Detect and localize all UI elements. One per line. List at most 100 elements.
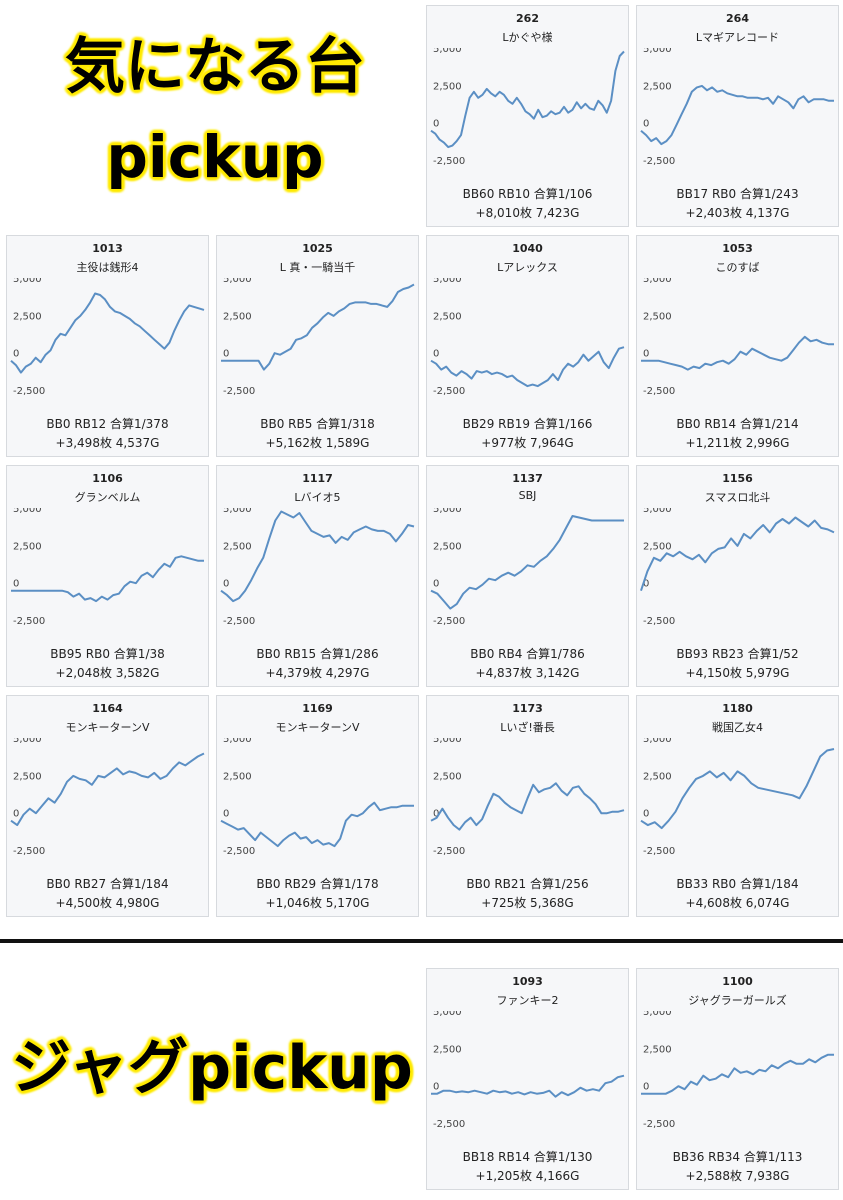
y-tick-label: 2,500: [223, 311, 252, 322]
line-chart: 5,000 2,500 0 -2,500: [640, 508, 835, 627]
y-tick-label: -2,500: [433, 616, 465, 627]
y-tick-label: 2,500: [433, 771, 462, 782]
y-tick-label: 0: [643, 349, 649, 360]
chart-card: 1180 戦国乙女4 5,000 2,500 0 -2,500 BB33 RB0 合算1/1…: [636, 695, 839, 917]
series-line: [640, 84, 834, 146]
y-tick-label: 0: [223, 349, 229, 360]
y-tick-label: -2,500: [223, 846, 255, 857]
y-tick-label: -2,500: [643, 156, 675, 167]
y-tick-label: 0: [13, 349, 19, 360]
machine-number: 1053: [722, 242, 753, 255]
y-tick-label: 5,000: [433, 1011, 462, 1018]
result-stats: +1,205枚 4,166G: [475, 1169, 580, 1183]
y-tick-label: 2,500: [223, 541, 252, 552]
chart-card: 1100 ジャグラーガールズ 5,000 2,500 0 -2,500 BB36 RB34 …: [636, 968, 839, 1190]
chart-card: 264 Lマギアレコード 5,000 2,500 0 -2,500 BB17 RB0 合算1…: [636, 5, 839, 227]
y-tick-label: 2,500: [643, 1044, 672, 1055]
series-line: [10, 292, 205, 374]
y-tick-label: 0: [433, 809, 439, 820]
line-chart: 5,000 2,500 0 -2,500: [640, 48, 834, 167]
bonus-stats: BB0 RB14 合算1/214: [676, 417, 799, 431]
line-chart: 5,000 2,500 0 -2,500: [220, 738, 414, 857]
machine-number: 1040: [512, 242, 543, 255]
chart-card: 1173 Lいざ!番長 5,000 2,500 0 -2,500 BB0 RB21 合算1/…: [426, 695, 629, 917]
series-line: [430, 515, 624, 610]
bonus-stats: BB0 RB4 合算1/786: [470, 647, 585, 661]
machine-name: Lかぐや様: [502, 31, 553, 44]
y-tick-label: -2,500: [643, 1119, 675, 1130]
result-stats: +4,379枚 4,297G: [265, 666, 370, 680]
line-chart: 5,000 2,500 0 -2,500: [640, 738, 835, 857]
bonus-stats: BB36 RB34 合算1/113: [672, 1150, 803, 1164]
line-chart: 5,000 2,500 0 -2,500: [430, 48, 625, 167]
series-line: [430, 50, 625, 149]
series-line: [640, 748, 835, 830]
line-chart: 5,000 2,500 0 -2,500: [220, 508, 415, 627]
page-title: 気になる台: [65, 32, 365, 102]
bonus-stats: BB17 RB0 合算1/243: [676, 187, 799, 201]
y-tick-label: 2,500: [643, 541, 672, 552]
series-line: [221, 283, 415, 371]
y-tick-label: -2,500: [223, 616, 255, 627]
machine-name: 戦国乙女4: [712, 721, 763, 734]
chart-card: 1025 L 真・一騎当千 5,000 2,500 0 -2,500 BB0 RB5 合算1…: [216, 235, 419, 457]
y-tick-label: -2,500: [433, 1119, 465, 1130]
series-line: [10, 752, 205, 827]
y-tick-label: 5,000: [13, 278, 42, 285]
line-chart: 5,000 2,500 0 -2,500: [641, 1011, 834, 1130]
y-tick-label: 0: [433, 119, 439, 130]
series-line: [431, 1074, 625, 1098]
bonus-stats: BB18 RB14 合算1/130: [462, 1150, 593, 1164]
y-tick-label: 5,000: [643, 508, 672, 515]
machine-number: 1164: [92, 702, 123, 715]
machine-number: 1013: [92, 242, 123, 255]
machine-number: 1117: [302, 472, 333, 485]
line-chart: 5,000 2,500 0 -2,500: [10, 278, 205, 397]
y-tick-label: -2,500: [13, 386, 45, 397]
bonus-stats: BB0 RB12 合算1/378: [46, 417, 169, 431]
machine-number: 1100: [722, 975, 753, 988]
y-tick-label: 5,000: [13, 738, 42, 745]
machine-name: L 真・一騎当千: [279, 261, 356, 274]
page-subtitle: pickup: [106, 123, 324, 191]
section-title-juggler: ジャグpickup: [11, 1033, 413, 1103]
chart-card: 1053 このすば 5,000 2,500 0 -2,500 BB0 RB14 合算1/21…: [636, 235, 839, 457]
series-line: [641, 1053, 834, 1095]
machine-number: 264: [726, 12, 749, 25]
machine-name: Lマギアレコード: [695, 31, 780, 44]
y-tick-label: 5,000: [223, 278, 252, 285]
result-stats: +3,498枚 4,537G: [55, 436, 160, 450]
chart-card: 1156 スマスロ北斗 5,000 2,500 0 -2,500 BB93 RB23 合算1…: [636, 465, 839, 687]
line-chart: 5,000 2,500 0 -2,500: [221, 278, 415, 397]
bonus-stats: BB0 RB29 合算1/178: [256, 877, 379, 891]
y-tick-label: 0: [433, 579, 439, 590]
machine-name: このすば: [715, 261, 760, 274]
result-stats: +2,403枚 4,137G: [685, 206, 790, 220]
y-tick-label: 5,000: [643, 1011, 672, 1018]
y-tick-label: 5,000: [643, 48, 672, 55]
series-line: [430, 782, 625, 831]
machine-name: Lアレックス: [497, 261, 558, 274]
result-stats: +8,010枚 7,423G: [475, 206, 580, 220]
y-tick-label: 2,500: [433, 311, 462, 322]
chart-card: 1040 Lアレックス 5,000 2,500 0 -2,500 BB29 RB19 合算1…: [426, 235, 629, 457]
machine-number: 262: [516, 12, 539, 25]
bonus-stats: BB60 RB10 合算1/106: [462, 187, 593, 201]
y-tick-label: 0: [643, 579, 649, 590]
machine-name: ジャグラーガールズ: [688, 994, 787, 1007]
bonus-stats: BB33 RB0 合算1/184: [676, 877, 799, 891]
series-line: [430, 346, 625, 388]
y-tick-label: 0: [433, 1082, 439, 1093]
result-stats: +4,837枚 3,142G: [475, 666, 580, 680]
y-tick-label: 0: [643, 809, 649, 820]
chart-card: 262 Lかぐや様 5,000 2,500 0 -2,500 BB60 RB10 合算1/1…: [426, 5, 629, 227]
y-tick-label: 5,000: [13, 508, 42, 515]
bonus-stats: BB0 RB27 合算1/184: [46, 877, 169, 891]
y-tick-label: 5,000: [433, 738, 462, 745]
machine-name: Lバイオ5: [294, 491, 341, 504]
y-tick-label: 5,000: [643, 738, 672, 745]
machine-number: 1093: [512, 975, 543, 988]
y-tick-label: 0: [433, 349, 439, 360]
result-stats: +4,500枚 4,980G: [55, 896, 160, 910]
line-chart: 5,000 2,500 0 -2,500: [10, 738, 205, 857]
